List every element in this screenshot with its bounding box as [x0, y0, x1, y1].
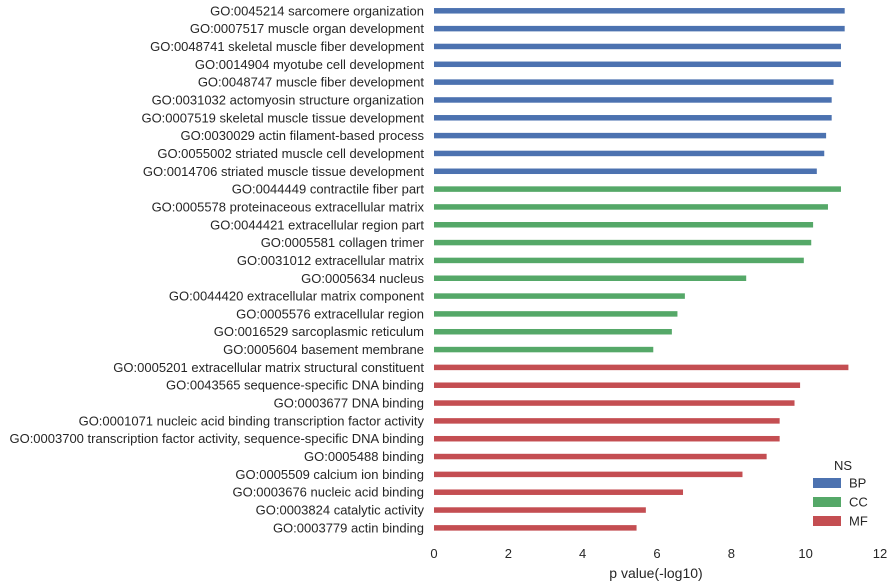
category-label-20: GO:0005201 extracellular matrix structur…: [113, 360, 424, 375]
bar-11: [434, 204, 828, 210]
category-label-10: GO:0044449 contractile fiber part: [232, 182, 425, 197]
bar-23: [434, 418, 780, 424]
bar-12: [434, 222, 814, 228]
category-label-16: GO:0044420 extracellular matrix componen…: [169, 289, 424, 304]
legend-items: BP CC MF: [813, 476, 868, 529]
category-label-21: GO:0043565 sequence-specific DNA binding: [166, 378, 424, 393]
category-label-4: GO:0048747 muscle fiber development: [198, 75, 425, 90]
bar-14: [434, 257, 804, 264]
category-label-19: GO:0005604 basement membrane: [223, 342, 424, 357]
bar-19: [434, 346, 654, 353]
category-label-15: GO:0005634 nucleus: [301, 271, 424, 286]
bar-4: [434, 79, 834, 85]
legend: NS BP CC MF: [813, 458, 868, 529]
legend-swatch-bp: [813, 478, 841, 488]
bar-21: [434, 382, 801, 388]
category-label-17: GO:0005576 extracellular region: [236, 306, 424, 321]
category-label-23: GO:0001071 nucleic acid binding transcri…: [79, 413, 425, 428]
bar-3: [434, 61, 841, 68]
bar-18: [434, 328, 672, 335]
bar-22: [434, 400, 795, 406]
x-tick-label-0: 0: [430, 546, 437, 561]
bar-24: [434, 435, 780, 442]
x-axis-ticks: 0 2 4 6 8 10 12: [430, 546, 887, 561]
bar-2: [434, 43, 841, 50]
bar-17: [434, 311, 678, 317]
category-label-2: GO:0048741 skeletal muscle fiber develop…: [150, 39, 424, 54]
bar-25: [434, 453, 767, 460]
bar-29: [434, 525, 637, 531]
bar-20: [434, 364, 849, 371]
legend-title: NS: [834, 458, 852, 473]
category-label-22: GO:0003677 DNA binding: [274, 396, 424, 411]
bars-layer: [434, 8, 849, 531]
legend-label-cc: CC: [849, 495, 868, 510]
category-label-18: GO:0016529 sarcoplasmic reticulum: [214, 324, 424, 339]
x-tick-label-2: 4: [579, 546, 586, 561]
bar-0: [434, 8, 845, 14]
category-label-1: GO:0007517 muscle organ development: [190, 21, 425, 36]
category-label-0: GO:0045214 sarcomere organization: [210, 3, 424, 18]
bar-15: [434, 275, 747, 281]
category-label-9: GO:0014706 striated muscle tissue develo…: [143, 164, 424, 179]
category-label-6: GO:0007519 skeletal muscle tissue develo…: [141, 110, 424, 125]
legend-label-bp: BP: [849, 476, 866, 491]
bar-26: [434, 471, 743, 478]
category-label-13: GO:0005581 collagen trimer: [261, 235, 425, 250]
legend-swatch-cc: [813, 497, 841, 507]
legend-label-mf: MF: [849, 514, 868, 529]
x-tick-label-6: 12: [873, 546, 887, 561]
bar-5: [434, 97, 832, 103]
x-tick-label-3: 6: [653, 546, 660, 561]
bar-28: [434, 507, 646, 513]
bar-13: [434, 239, 812, 246]
category-label-28: GO:0003824 catalytic activity: [256, 503, 425, 518]
category-label-27: GO:0003676 nucleic acid binding: [232, 485, 424, 500]
category-label-25: GO:0005488 binding: [304, 449, 424, 464]
legend-swatch-mf: [813, 516, 841, 526]
category-label-8: GO:0055002 striated muscle cell developm…: [157, 146, 424, 161]
bar-1: [434, 25, 845, 32]
bar-6: [434, 115, 832, 121]
bar-8: [434, 150, 825, 157]
category-label-3: GO:0014904 myotube cell development: [195, 57, 424, 72]
category-label-11: GO:0005578 proteinaceous extracellular m…: [152, 199, 425, 214]
bar-7: [434, 132, 827, 139]
category-label-5: GO:0031032 actomyosin structure organiza…: [152, 92, 424, 107]
bar-10: [434, 186, 841, 192]
bar-16: [434, 293, 685, 299]
x-tick-label-4: 8: [728, 546, 735, 561]
category-label-29: GO:0003779 actin binding: [273, 520, 424, 535]
category-label-7: GO:0030029 actin filament-based process: [180, 128, 424, 143]
x-axis-title: p value(-log10): [609, 565, 702, 581]
category-label-12: GO:0044421 extracellular region part: [210, 217, 424, 232]
category-label-26: GO:0005509 calcium ion binding: [235, 467, 424, 482]
category-label-14: GO:0031012 extracellular matrix: [237, 253, 425, 268]
category-labels-layer: GO:0045214 sarcomere organization GO:0007…: [9, 3, 424, 535]
bar-9: [434, 168, 817, 175]
x-tick-label-5: 10: [798, 546, 812, 561]
category-label-24: GO:0003700 transcription factor activity…: [9, 431, 424, 446]
bar-27: [434, 489, 684, 495]
x-tick-label-1: 2: [505, 546, 512, 561]
